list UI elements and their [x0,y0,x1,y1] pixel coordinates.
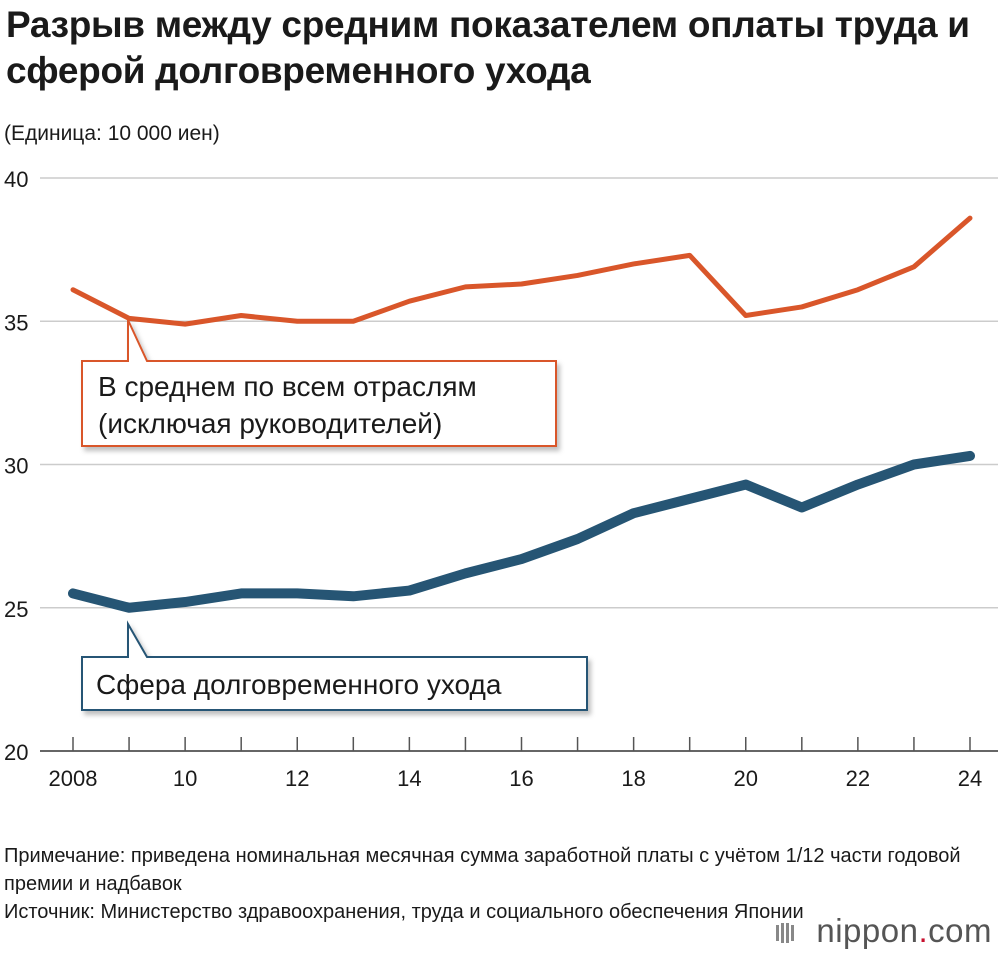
legend-label-care: Сфера долговременного ухода [96,669,502,700]
series-line-average [70,215,973,327]
y-tick-label-20: 20 [4,740,28,765]
x-tick-label-2018: 18 [621,766,645,791]
x-tick-label-2010: 10 [173,766,197,791]
x-tick-label-2022: 22 [846,766,870,791]
series-line-care [68,450,975,613]
x-tick-label-2008: 2008 [49,766,98,791]
nippon-logo-icon [776,923,794,943]
unit-label: (Единица: 10 000 иен) [4,122,220,145]
y-tick-label-35: 35 [4,310,28,335]
brand-tld: com [928,912,992,949]
brand-dot: . [918,912,929,949]
footnotes: Примечание: приведена номинальная месячн… [4,842,984,926]
x-tick-label-2024: 24 [958,766,982,791]
legend-label-average-line1: В среднем по всем отраслям [98,371,477,402]
x-tick-label-2014: 14 [397,766,421,791]
series-layer [68,215,975,613]
callout-box-care [81,620,588,711]
grid-layer [40,177,998,752]
axis-layer: 20 25 30 35 40 2008 10 12 14 16 18 20 22 24 [4,167,982,791]
y-tick-label-40: 40 [4,167,28,192]
brand-logo: nippon.com [816,912,992,950]
legend-label-average-line2: (исключая руководителей) [98,408,442,439]
legend-callout-care: Сфера долговременного ухода [81,620,588,711]
x-tick-label-2012: 12 [285,766,309,791]
callout-box-average [81,319,557,447]
x-tick-label-2016: 16 [509,766,533,791]
note-text: Примечание: приведена номинальная месячн… [4,845,961,895]
brand-name: nippon [816,912,919,949]
legend-callout-average: В среднем по всем отраслям (исключая рук… [81,319,557,447]
y-tick-label-30: 30 [4,454,28,479]
source-text: Источник: Министерство здравоохранения, … [4,901,804,923]
chart-title: Разрыв между средним показателем оплаты … [6,4,970,91]
y-tick-label-25: 25 [4,597,28,622]
x-tick-label-2020: 20 [734,766,758,791]
